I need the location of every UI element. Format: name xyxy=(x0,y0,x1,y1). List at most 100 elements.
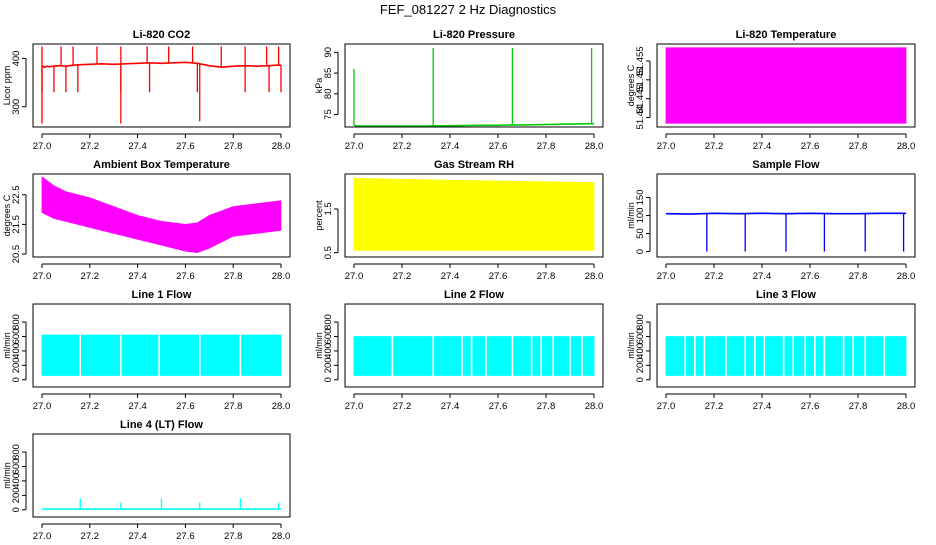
x-axis: 27.0 27.2 27.4 27.6 27.8 28.0 xyxy=(345,133,604,152)
x-tick-label: 28.0 xyxy=(272,271,291,282)
x-tick-label: 28.0 xyxy=(272,141,291,152)
x-tick-label: 27.8 xyxy=(224,141,243,152)
y-tick-label: 0 xyxy=(11,507,22,512)
y-tick-label: 0 xyxy=(323,377,334,382)
y-tick-label: 0.5 xyxy=(323,246,334,259)
y-tick-label: 150 xyxy=(635,190,646,206)
y-tick-label: 90 xyxy=(323,47,334,58)
x-tick-label: 28.0 xyxy=(272,531,291,540)
x-tick-label: 27.0 xyxy=(345,401,364,412)
y-axis-label: ml/min xyxy=(2,462,12,489)
y-tick-label: 20.5 xyxy=(11,245,22,263)
x-tick-label: 27.4 xyxy=(441,271,460,282)
x-tick-label: 27.2 xyxy=(393,271,412,282)
plot-frame xyxy=(32,173,291,258)
x-tick-label: 27.2 xyxy=(81,531,100,540)
y-tick-label: 400 xyxy=(11,473,22,489)
panel-title: Line 4 (LT) Flow xyxy=(120,419,203,431)
x-tick-label: 27.8 xyxy=(224,401,243,412)
x-tick-label: 27.6 xyxy=(176,271,195,282)
y-tick-label: 51.445 xyxy=(635,84,646,113)
y-tick-label: 400 xyxy=(323,343,334,359)
x-tick-label: 27.6 xyxy=(489,271,508,282)
x-tick-label: 27.4 xyxy=(128,271,147,282)
panel-title: Line 2 Flow xyxy=(444,289,504,301)
x-tick-label: 27.8 xyxy=(537,271,556,282)
y-tick-label: 75 xyxy=(323,109,334,120)
x-tick-label: 28.0 xyxy=(897,401,916,412)
y-tick-label: 0 xyxy=(11,377,22,382)
y-tick-label: 800 xyxy=(11,444,22,460)
y-axis-label: Licor ppm xyxy=(2,66,12,106)
plot-frame xyxy=(32,43,291,128)
y-tick-label: 50 xyxy=(635,228,646,239)
panel-title: Ambient Box Temperature xyxy=(93,159,230,171)
x-tick-label: 27.6 xyxy=(801,401,820,412)
panel-title: Li-820 Temperature xyxy=(736,29,837,41)
y-tick-label: 85 xyxy=(323,68,334,79)
x-tick-label: 27.8 xyxy=(537,141,556,152)
x-tick-label: 27.2 xyxy=(705,401,724,412)
x-tick-label: 27.4 xyxy=(128,401,147,412)
y-axis: 75 80 85 90 xyxy=(323,47,339,120)
x-tick-label: 27.4 xyxy=(128,141,147,152)
panel-5: Gas Stream RH percent 27.0 27.2 27.4 27.6 27.8… xyxy=(314,159,604,282)
x-tick-label: 27.4 xyxy=(753,401,772,412)
data-band xyxy=(41,176,282,254)
y-tick-label: 400 xyxy=(11,343,22,359)
y-tick-label: 600 xyxy=(635,329,646,345)
plot-frame xyxy=(656,303,916,388)
x-tick-label: 27.6 xyxy=(176,401,195,412)
y-tick-label: 51.44 xyxy=(635,106,646,130)
x-tick-label: 27.0 xyxy=(33,141,52,152)
panel-title: Gas Stream RH xyxy=(434,159,514,171)
x-tick-label: 27.8 xyxy=(849,401,868,412)
panel-8: Line 2 Flow ml/min 27.0 27.2 27.4 27.6 27.8 28.… xyxy=(314,289,604,412)
plot-frame xyxy=(32,433,291,518)
x-axis: 27.0 27.2 27.4 27.6 27.8 28.0 xyxy=(33,523,291,542)
panel-9: Line 3 Flow ml/min 27.0 27.2 27.4 27.6 27.8 28.… xyxy=(626,289,916,412)
x-tick-label: 27.4 xyxy=(441,141,460,152)
x-axis: 27.0 27.2 27.4 27.6 27.8 28.0 xyxy=(657,133,915,152)
panel-title: Line 3 Flow xyxy=(756,289,816,301)
x-tick-label: 27.0 xyxy=(33,401,52,412)
x-tick-label: 27.2 xyxy=(393,141,412,152)
y-tick-label: 400 xyxy=(635,343,646,359)
y-axis-label: ml/min xyxy=(314,332,324,359)
x-tick-label: 28.0 xyxy=(585,271,604,282)
y-axis-label: ml/min xyxy=(626,332,636,359)
x-tick-label: 27.2 xyxy=(393,401,412,412)
y-axis: 300 400 xyxy=(11,51,27,115)
plot-frame xyxy=(656,43,916,128)
y-tick-label: 600 xyxy=(11,329,22,345)
x-tick-label: 27.6 xyxy=(176,531,195,540)
x-tick-label: 27.0 xyxy=(33,531,52,540)
y-tick-label: 80 xyxy=(323,89,334,100)
panel-title: Li-820 Pressure xyxy=(433,29,515,41)
data-line xyxy=(41,61,281,69)
x-tick-label: 27.4 xyxy=(753,141,772,152)
panel-4: Ambient Box Temperature degrees C 27.0 27.2… xyxy=(2,159,291,282)
y-tick-label: 21.5 xyxy=(11,215,22,234)
data-band xyxy=(353,177,595,251)
x-tick-label: 28.0 xyxy=(272,401,291,412)
x-tick-label: 27.8 xyxy=(224,271,243,282)
data-line xyxy=(353,122,594,127)
figure-title: FEF_081227 2 Hz Diagnostics xyxy=(380,2,557,17)
y-tick-label: 400 xyxy=(11,51,22,67)
x-tick-label: 27.6 xyxy=(801,271,820,282)
x-tick-label: 27.8 xyxy=(849,271,868,282)
x-tick-label: 28.0 xyxy=(585,141,604,152)
y-tick-label: 800 xyxy=(323,314,334,330)
x-tick-label: 27.0 xyxy=(33,271,52,282)
y-tick-label: 200 xyxy=(11,487,22,503)
y-tick-label: 200 xyxy=(635,357,646,373)
x-tick-label: 27.0 xyxy=(345,141,364,152)
y-axis-label: ml/min xyxy=(626,202,636,229)
x-tick-label: 27.0 xyxy=(345,271,364,282)
x-tick-label: 27.6 xyxy=(176,141,195,152)
